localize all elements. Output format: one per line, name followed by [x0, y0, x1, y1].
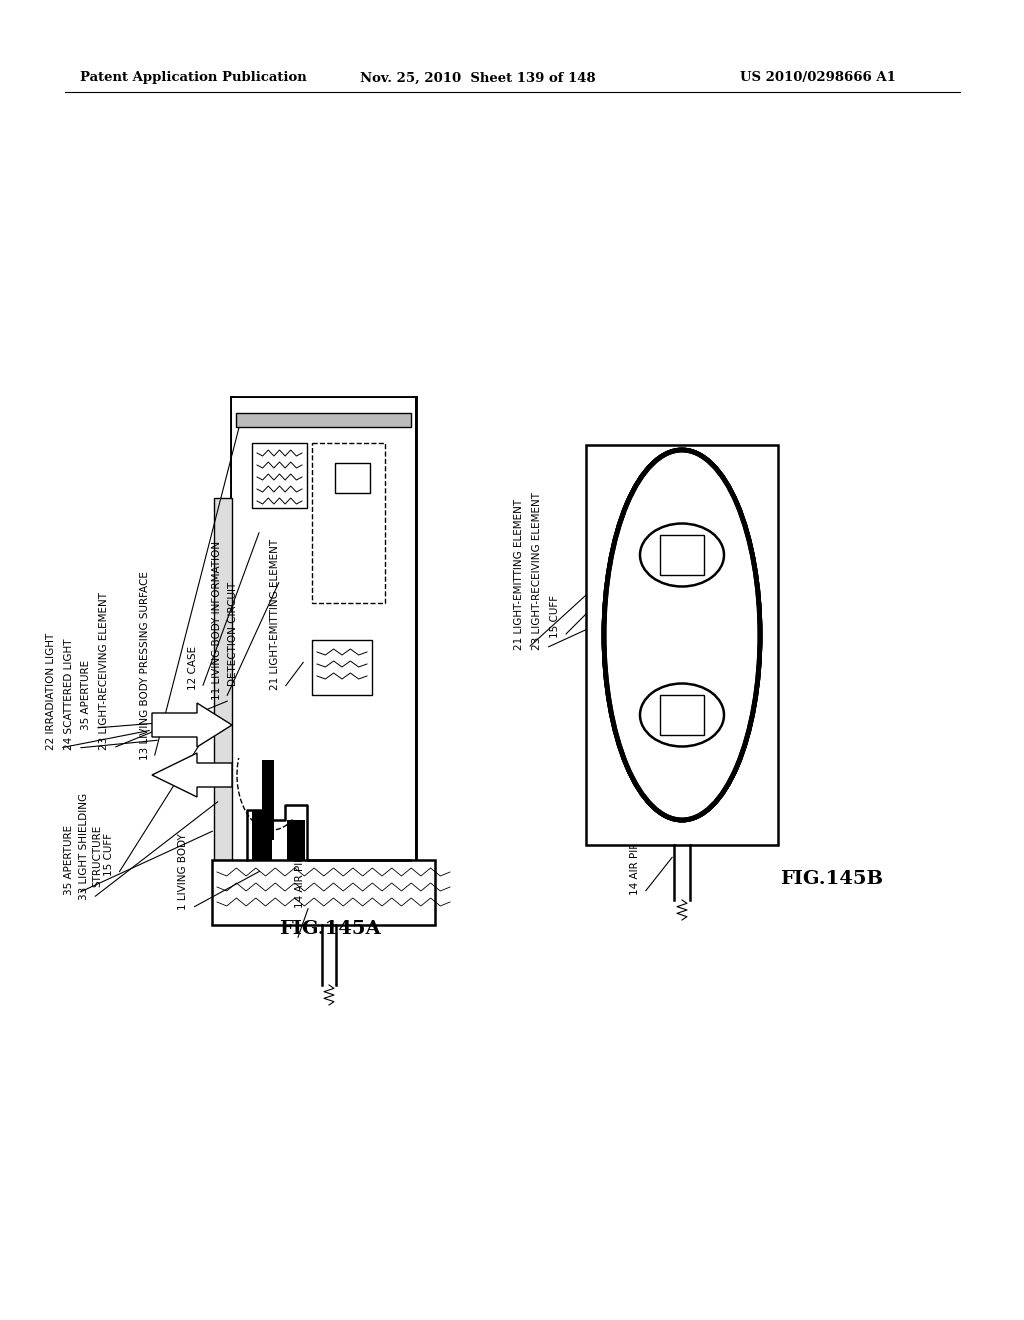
Text: 21 LIGHT-EMITTING ELEMENT: 21 LIGHT-EMITTING ELEMENT [270, 539, 280, 690]
Text: US 2010/0298666 A1: US 2010/0298666 A1 [740, 71, 896, 84]
Bar [287, 820, 305, 861]
Bar [252, 444, 307, 508]
Text: 1 LIVING BODY: 1 LIVING BODY [178, 833, 188, 909]
Bar [586, 445, 778, 845]
Text: Nov. 25, 2010  Sheet 139 of 148: Nov. 25, 2010 Sheet 139 of 148 [360, 71, 596, 84]
Text: 14 AIR PIPE: 14 AIR PIPE [295, 849, 305, 908]
Polygon shape [152, 752, 232, 797]
Ellipse shape [607, 453, 757, 817]
Text: 15 CUFF: 15 CUFF [550, 595, 560, 638]
Text: 23 LIGHT-RECEIVING ELEMENT: 23 LIGHT-RECEIVING ELEMENT [532, 492, 542, 649]
Polygon shape [152, 704, 232, 747]
Text: 22 IRRADIATION LIGHT: 22 IRRADIATION LIGHT [46, 632, 56, 750]
Text: 14 AIR PIPE: 14 AIR PIPE [630, 836, 640, 895]
Ellipse shape [640, 524, 724, 586]
Text: 35 APERTURE: 35 APERTURE [63, 825, 74, 895]
Text: DETECTION CIRCUIT: DETECTION CIRCUIT [228, 582, 238, 686]
Text: STRUCTURE: STRUCTURE [92, 825, 102, 887]
Text: 33 LIGHT SHIELDING: 33 LIGHT SHIELDING [79, 793, 89, 900]
Text: FIG.145A: FIG.145A [280, 920, 381, 939]
Text: 35 APERTURE: 35 APERTURE [81, 660, 91, 730]
Bar [232, 399, 415, 861]
Bar [660, 535, 705, 576]
Ellipse shape [640, 684, 724, 747]
Text: 12 CASE: 12 CASE [188, 645, 198, 690]
Bar [660, 696, 705, 735]
Text: 12 CASE: 12 CASE [640, 616, 650, 660]
Text: 11 LIVING BODY INFORMATION: 11 LIVING BODY INFORMATION [212, 541, 222, 700]
Text: 23 LIGHT-RECEIVING ELEMENT: 23 LIGHT-RECEIVING ELEMENT [99, 591, 109, 750]
Bar [212, 861, 435, 925]
Text: FIG.145B: FIG.145B [780, 870, 883, 888]
Text: 13 LIVING BODY PRESSING SURFACE: 13 LIVING BODY PRESSING SURFACE [140, 572, 150, 760]
Ellipse shape [606, 451, 758, 818]
Ellipse shape [604, 450, 760, 820]
Bar [236, 413, 411, 426]
Text: 24 SCATTERED LIGHT: 24 SCATTERED LIGHT [63, 639, 74, 750]
Bar [262, 760, 274, 840]
Text: Patent Application Publication: Patent Application Publication [80, 71, 307, 84]
Bar [214, 498, 232, 861]
Ellipse shape [604, 450, 760, 820]
Bar [212, 861, 435, 925]
Bar [312, 444, 385, 603]
Text: 15 CUFF: 15 CUFF [104, 833, 114, 876]
Text: 35 APERTURE: 35 APERTURE [710, 645, 720, 715]
Text: 35 APERTURE: 35 APERTURE [745, 750, 755, 820]
Bar [312, 640, 372, 696]
Bar [252, 810, 272, 861]
Text: 21 LIGHT-EMITTING ELEMENT: 21 LIGHT-EMITTING ELEMENT [514, 499, 524, 649]
Bar [335, 463, 370, 492]
